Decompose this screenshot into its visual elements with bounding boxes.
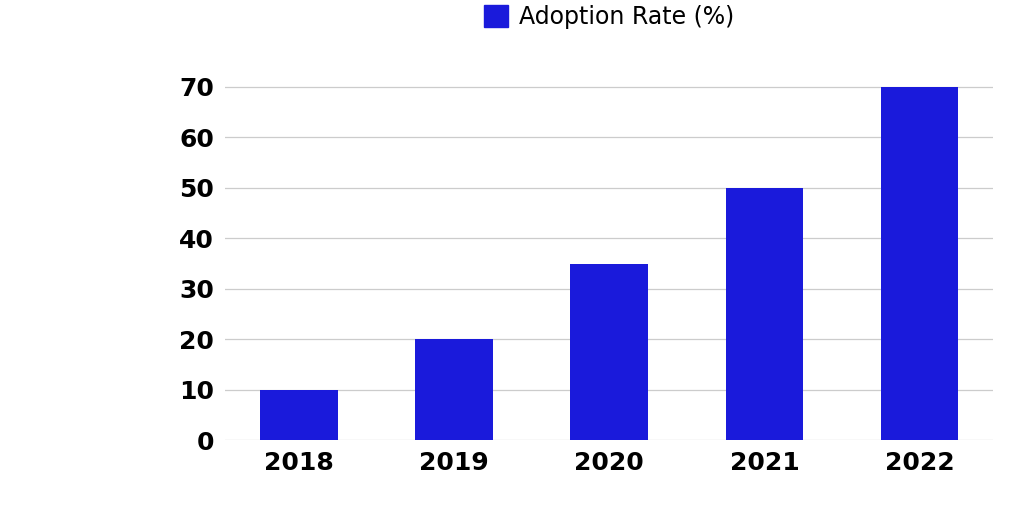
Bar bbox=[416, 339, 493, 440]
Bar bbox=[570, 264, 648, 440]
Bar bbox=[726, 188, 803, 440]
Legend: Adoption Rate (%): Adoption Rate (%) bbox=[484, 5, 734, 29]
Bar bbox=[881, 87, 958, 440]
Bar bbox=[260, 390, 338, 440]
